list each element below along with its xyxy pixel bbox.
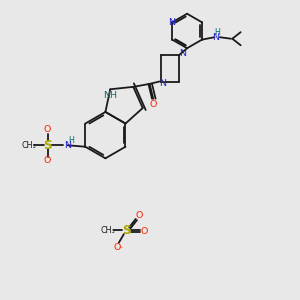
Text: O: O [44,156,51,165]
Text: O: O [44,125,51,134]
Text: H: H [214,28,220,37]
Text: N: N [168,18,175,27]
Text: ⁻: ⁻ [119,244,123,253]
Text: CH₃: CH₃ [22,141,37,150]
Text: S: S [122,224,130,237]
Text: CH₃: CH₃ [100,226,115,235]
Text: O: O [149,100,157,109]
Text: N: N [159,80,166,88]
Text: NH: NH [103,91,117,100]
Text: O: O [140,227,148,236]
Text: H: H [68,136,74,145]
Text: N: N [64,141,71,150]
Text: O: O [113,243,120,252]
Text: N: N [212,33,220,42]
Text: N: N [179,50,186,58]
Text: S: S [43,139,52,152]
Text: O: O [135,211,142,220]
